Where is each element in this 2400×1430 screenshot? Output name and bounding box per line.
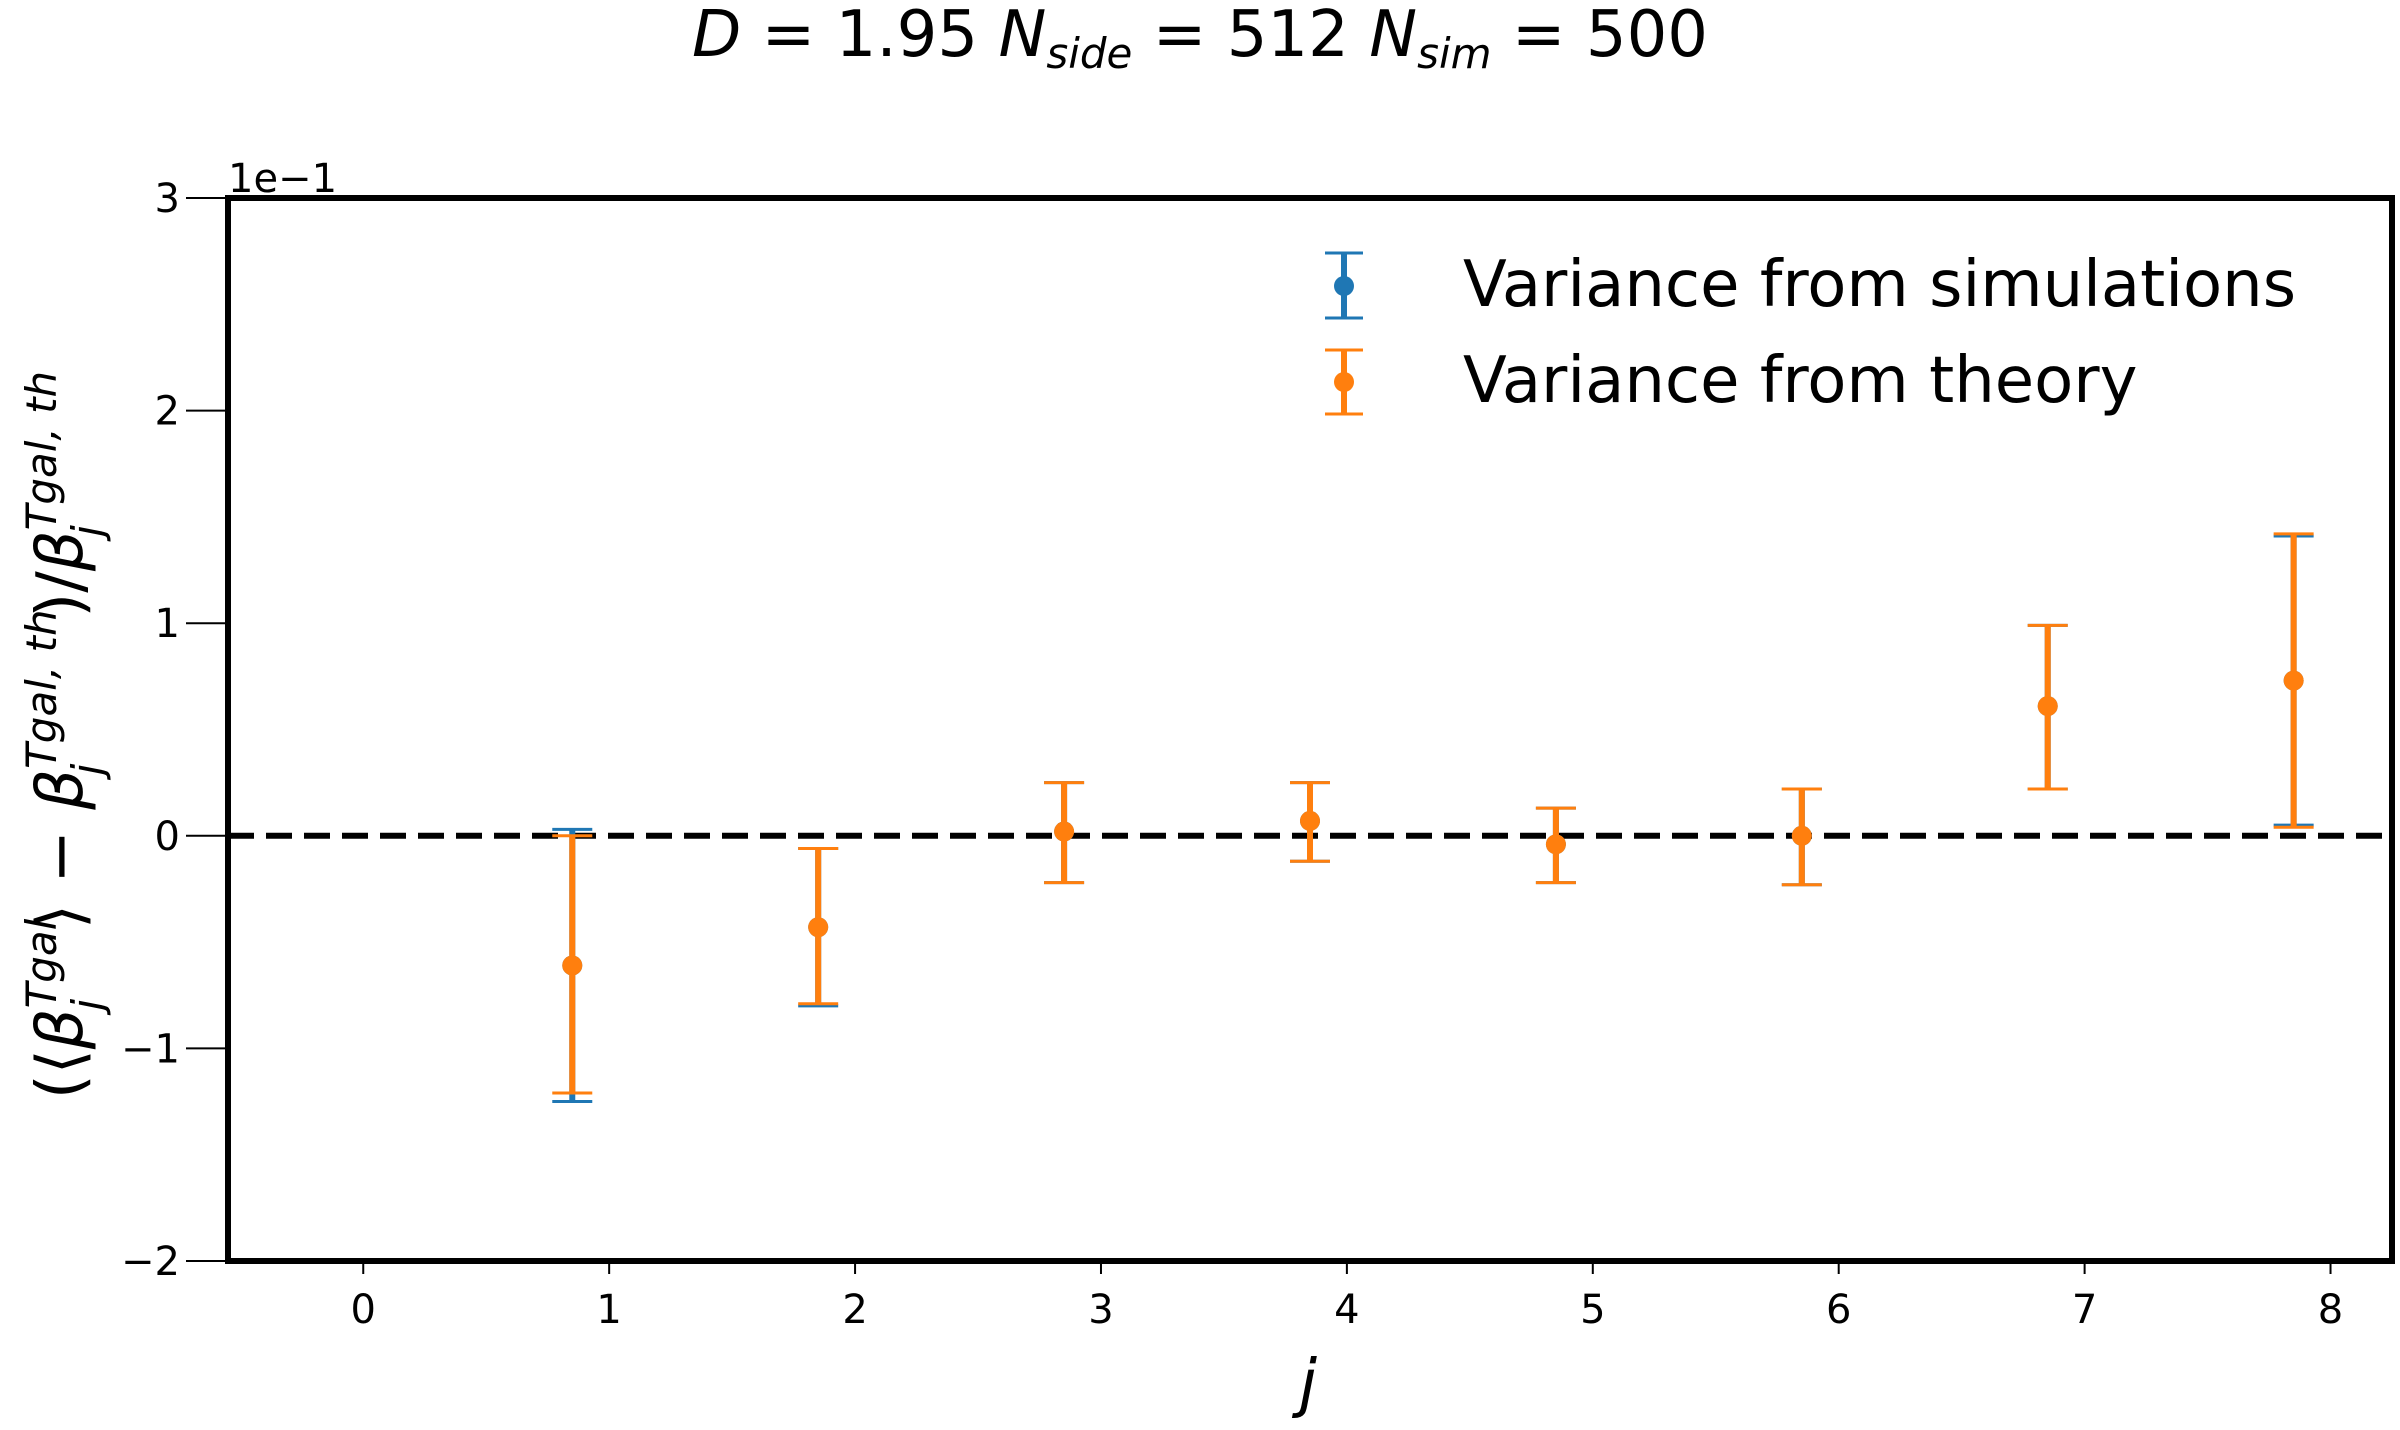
legend: Variance from simulations Variance from … xyxy=(1325,248,2296,418)
x-tick-label: 4 xyxy=(1334,1287,1359,1333)
x-tick-label: 2 xyxy=(842,1287,867,1333)
data-point xyxy=(2283,670,2304,691)
x-tick-label: 7 xyxy=(2072,1287,2097,1333)
data-point xyxy=(1791,825,1812,846)
y-tick-label: 3 xyxy=(155,176,180,222)
x-tick-label: 0 xyxy=(351,1287,376,1333)
legend-label-simulations: Variance from simulations xyxy=(1463,248,2296,322)
series-2 xyxy=(552,532,2314,1095)
legend-label-theory: Variance from theory xyxy=(1463,344,2137,418)
x-tick-label: 1 xyxy=(596,1287,621,1333)
data-series-layer xyxy=(552,532,2314,1104)
x-axis-ticks: 0 1 2 3 4 5 6 7 8 xyxy=(351,1261,2343,1333)
x-tick-label: 3 xyxy=(1088,1287,1113,1333)
data-point xyxy=(2037,696,2058,717)
y-tick-label: 0 xyxy=(155,814,180,860)
data-point xyxy=(562,955,583,976)
y-scale-label: 1e−1 xyxy=(228,156,337,202)
legend-entry-simulations: Variance from simulations xyxy=(1325,248,2296,322)
data-point xyxy=(1545,834,1566,855)
x-tick-label: 8 xyxy=(2318,1287,2343,1333)
data-point xyxy=(1300,810,1320,831)
y-tick-label: −2 xyxy=(121,1239,180,1285)
x-tick-label: 5 xyxy=(1580,1287,1605,1333)
series-1 xyxy=(552,534,2314,1104)
x-tick-label: 6 xyxy=(1826,1287,1851,1333)
legend-entry-theory: Variance from theory xyxy=(1325,344,2137,418)
chart-title: D = 1.95 Nside = 512 Nsim = 500 xyxy=(692,0,1708,78)
y-axis-label: (⟨βTgalj⟩ − βTgal, thj)/βTgal, thj xyxy=(17,371,112,1099)
plot-frame xyxy=(225,195,2395,1264)
data-point xyxy=(1054,821,1075,842)
y-tick-label: 2 xyxy=(155,389,180,435)
y-axis-ticks: −2 −1 0 1 2 3 xyxy=(121,176,228,1285)
y-tick-label: 1 xyxy=(155,601,180,647)
y-tick-label: −1 xyxy=(121,1026,180,1072)
x-axis-label: j xyxy=(1291,1347,1317,1421)
data-point xyxy=(808,917,829,938)
